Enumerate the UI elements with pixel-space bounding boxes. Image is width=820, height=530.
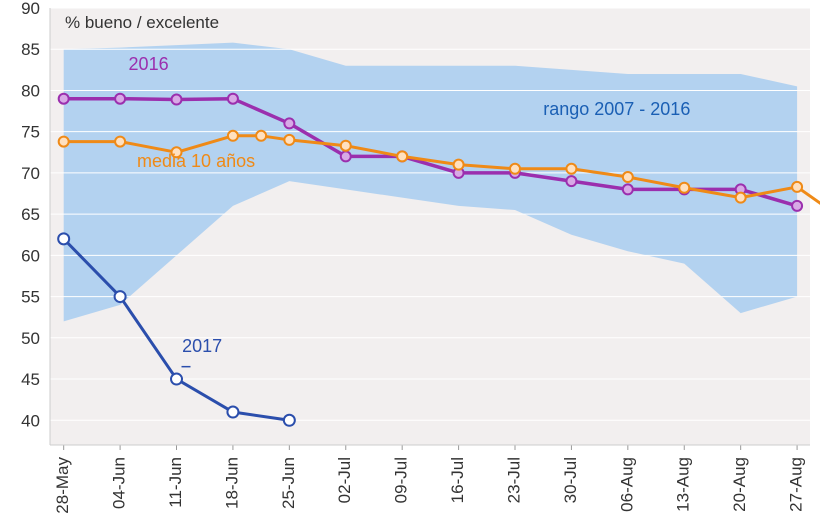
x-tick-label: 09-Jul (392, 457, 411, 503)
series-marker (736, 193, 746, 203)
x-tick-label: 20-Aug (730, 457, 749, 512)
y-tick-label: 40 (21, 411, 40, 430)
series-marker (171, 374, 182, 385)
series-marker (566, 164, 576, 174)
series-marker (341, 141, 351, 151)
x-tick-label: 27-Aug (787, 457, 806, 512)
y-tick-label: 45 (21, 370, 40, 389)
series-marker (284, 118, 294, 128)
y-tick-label: 80 (21, 81, 40, 100)
series-marker (623, 172, 633, 182)
series-marker (228, 131, 238, 141)
y-tick-label: 75 (21, 123, 40, 142)
series-marker (172, 95, 182, 105)
series-marker (792, 201, 802, 211)
series-marker (59, 94, 69, 104)
series-marker (679, 183, 689, 193)
x-tick-label: 02-Jul (335, 457, 354, 503)
series-marker (228, 94, 238, 104)
x-tick-label: 28-May (53, 457, 72, 514)
series-marker (397, 151, 407, 161)
x-tick-label: 06-Aug (617, 457, 636, 512)
y-axis-title: % bueno / excelente (65, 13, 219, 32)
y-tick-label: 85 (21, 40, 40, 59)
x-tick-label: 25-Jun (279, 457, 298, 509)
series-marker (284, 135, 294, 145)
series-marker (58, 233, 69, 244)
x-tick-label: 18-Jun (222, 457, 241, 509)
x-tick-label: 11-Jun (166, 457, 185, 508)
series-marker (454, 160, 464, 170)
y-tick-label: 90 (21, 0, 40, 18)
x-tick-label: 30-Jul (561, 457, 580, 503)
series-label-2016: 2016 (129, 54, 169, 74)
series-marker (623, 184, 633, 194)
series-marker (59, 137, 69, 147)
crop-rating-chart: 40 45 50 55 60 65 70 75 80 85 90 % bueno / excelent… (0, 0, 820, 530)
series-label-media-10-años: media 10 años (137, 151, 255, 171)
y-tick-label: 70 (21, 164, 40, 183)
y-tick-label: 55 (21, 288, 40, 307)
series-marker (115, 137, 125, 147)
series-marker (792, 182, 802, 192)
series-marker (510, 164, 520, 174)
series-marker (341, 151, 351, 161)
x-tick-label: 04-Jun (110, 457, 129, 509)
y-tick-label: 50 (21, 329, 40, 348)
series-label-2017: 2017 (182, 336, 222, 356)
series-marker (227, 407, 238, 418)
series-marker (256, 131, 266, 141)
range-band-label: rango 2007 - 2016 (543, 99, 690, 119)
series-marker (284, 415, 295, 426)
x-tick-label: 16-Jul (448, 457, 467, 503)
series-marker (115, 94, 125, 104)
series-marker (566, 176, 576, 186)
series-marker (115, 291, 126, 302)
x-tick-label: 23-Jul (504, 457, 523, 503)
x-tick-label: 13-Aug (674, 457, 693, 512)
y-tick-label: 65 (21, 205, 40, 224)
y-tick-label: 60 (21, 246, 40, 265)
